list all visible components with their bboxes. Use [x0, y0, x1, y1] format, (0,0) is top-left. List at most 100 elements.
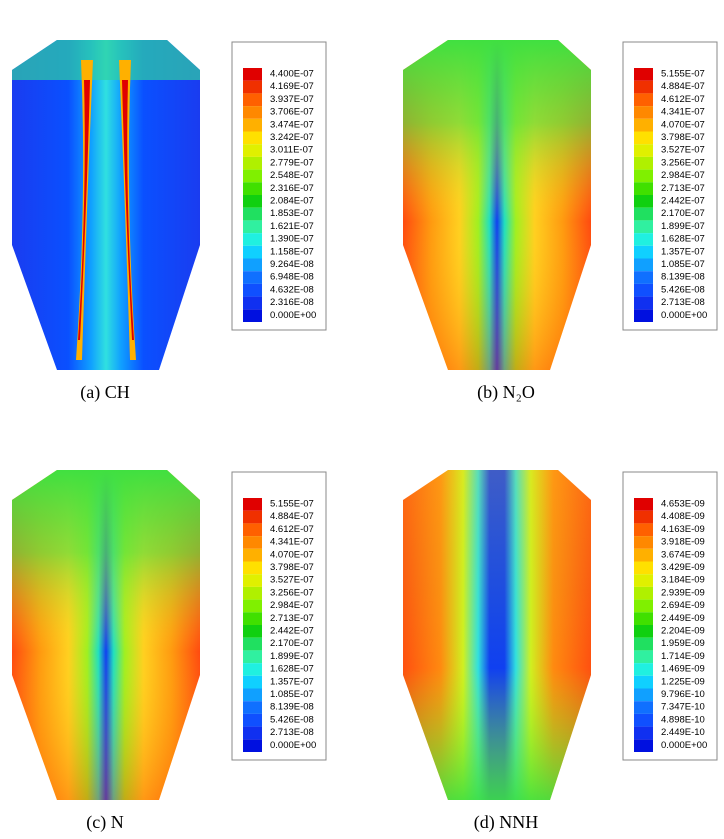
legend-label: 3.242E-07: [270, 132, 314, 143]
field-overlay: [12, 470, 200, 800]
legend-swatch: [243, 169, 262, 183]
legend-label: 4.898E-10: [661, 714, 705, 725]
legend-swatch: [243, 93, 262, 107]
legend-swatch: [634, 207, 653, 221]
legend-swatch: [243, 245, 262, 259]
legend-swatch: [634, 548, 653, 562]
legend-swatch: [243, 233, 262, 246]
legend-swatch: [634, 739, 653, 752]
caption: (a) CH: [80, 382, 129, 403]
legend-label: 5.426E-08: [270, 714, 314, 725]
legend-label: 4.070E-07: [270, 549, 314, 560]
legend-label: 3.527E-07: [661, 145, 705, 156]
legend-swatch: [634, 675, 653, 689]
legend-label: 2.316E-07: [270, 183, 314, 194]
legend-swatch: [243, 195, 262, 208]
legend-swatch: [634, 220, 653, 234]
legend-swatch: [634, 144, 653, 157]
legend-label: 1.225E-09: [661, 676, 705, 687]
legend-label: 4.341E-07: [661, 107, 705, 118]
jet-core: [78, 80, 90, 340]
field-overlay: [403, 470, 591, 800]
caption: (b) N₂O: [477, 382, 535, 403]
legend-swatch: [634, 536, 653, 549]
legend-label: 3.674E-09: [661, 549, 705, 560]
legend-label: 4.884E-07: [661, 81, 705, 92]
legend-label: 1.085E-07: [270, 689, 314, 700]
panel: [12, 40, 200, 370]
legend-swatch: [243, 182, 262, 195]
legend-label: 0.000E+00: [661, 740, 707, 751]
legend-label: 1.899E-07: [661, 221, 705, 232]
legend-label: 2.694E-09: [661, 600, 705, 611]
legend-swatch: [243, 271, 262, 284]
legend-swatch: [634, 612, 653, 625]
legend-label: 4.400E-07: [270, 69, 314, 80]
legend-swatch: [243, 548, 262, 562]
legend-label: 2.713E-08: [270, 727, 314, 738]
legend-label: 3.011E-07: [270, 145, 313, 156]
field: [12, 40, 200, 370]
legend-swatch: [634, 80, 653, 94]
legend-label: 4.632E-08: [270, 284, 314, 295]
legend-label: 2.779E-07: [270, 157, 314, 168]
legend-label: 3.706E-07: [270, 107, 314, 118]
legend-swatch: [243, 106, 262, 119]
legend-swatch: [243, 586, 262, 600]
legend-label: 2.442E-07: [661, 196, 705, 207]
legend-swatch: [634, 650, 653, 664]
legend-label: 4.163E-09: [661, 524, 705, 535]
legend-label: 4.408E-09: [661, 511, 705, 522]
legend-swatch: [243, 220, 262, 234]
legend-label: 1.899E-07: [270, 651, 314, 662]
legend-label: 3.918E-09: [661, 537, 705, 548]
legend-label: 9.264E-08: [270, 259, 314, 270]
legend-swatch: [634, 625, 653, 638]
legend-swatch: [243, 561, 262, 575]
legend-label: 1.714E-09: [661, 651, 705, 662]
legend-swatch: [634, 169, 653, 183]
legend-label: 1.469E-09: [661, 664, 705, 675]
legend-label: 4.341E-07: [270, 537, 314, 548]
legend-label: 3.527E-07: [270, 575, 314, 586]
legend-swatch: [634, 713, 653, 727]
legend-label: 1.158E-07: [270, 246, 314, 257]
contour-field: [403, 40, 591, 370]
legend-swatch: [634, 156, 653, 170]
legend-swatch: [243, 68, 262, 81]
legend-swatch: [243, 283, 262, 297]
legend-label: 1.959E-09: [661, 638, 705, 649]
legend-label: 4.612E-07: [270, 524, 314, 535]
legend-swatch: [243, 309, 262, 322]
legend-swatch: [243, 688, 262, 702]
legend-label: 4.612E-07: [661, 94, 705, 105]
legend-label: 2.449E-09: [661, 613, 705, 624]
legend-swatch: [634, 106, 653, 119]
legend-swatch: [243, 510, 262, 524]
legend-swatch: [634, 283, 653, 297]
legend-swatch: [243, 296, 262, 310]
legend-swatch: [634, 726, 653, 740]
legend-label: 2.713E-07: [270, 613, 314, 624]
legend-swatch: [634, 637, 653, 651]
legend-swatch: [634, 510, 653, 524]
legend-swatch: [634, 131, 653, 145]
legend-label: 3.184E-09: [661, 575, 705, 586]
legend-swatch: [243, 498, 262, 511]
legend-label: 0.000E+00: [270, 310, 316, 321]
legend-label: 2.713E-08: [661, 297, 705, 308]
legend-swatch: [243, 118, 262, 132]
legend-label: 8.139E-08: [661, 272, 705, 283]
legend-label: 1.853E-07: [270, 208, 314, 219]
contour-field: [12, 470, 200, 800]
legend-swatch: [634, 118, 653, 132]
legend-label: 1.357E-07: [270, 676, 314, 687]
legend-label: 2.713E-07: [661, 183, 705, 194]
legend-swatch: [634, 498, 653, 511]
legend-label: 2.939E-09: [661, 587, 705, 598]
legend-swatch: [634, 523, 653, 537]
legend-label: 2.204E-09: [661, 626, 705, 637]
legend-swatch: [243, 523, 262, 537]
legend-swatch: [634, 309, 653, 322]
